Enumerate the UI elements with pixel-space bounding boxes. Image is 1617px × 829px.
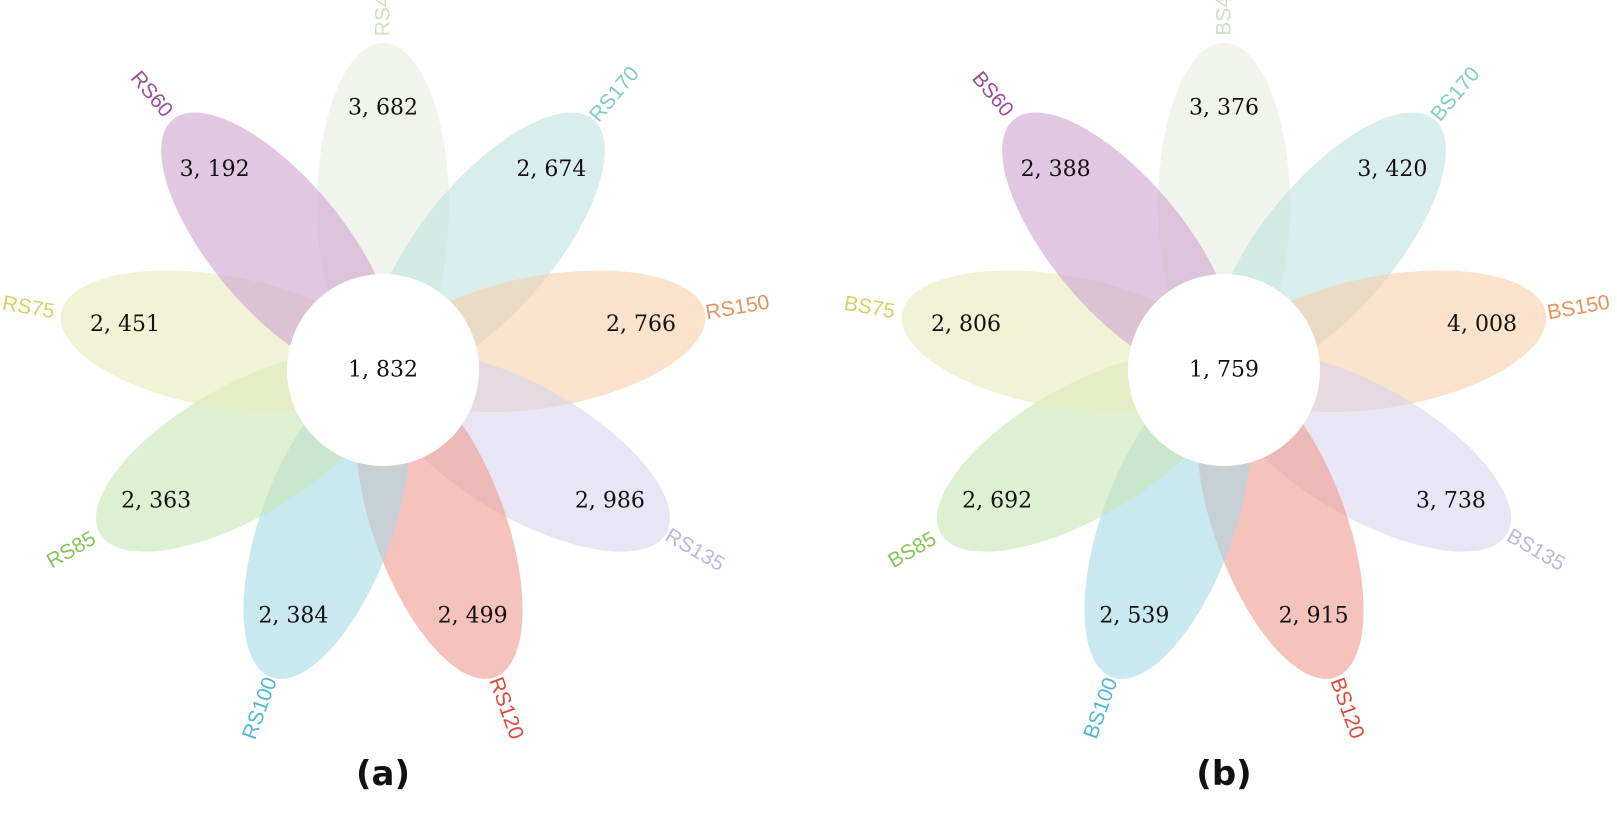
petal-count-bs100: 2, 539 [1099,604,1169,629]
petal-count-rs120: 2, 499 [438,604,508,629]
petal-count-bs85: 2, 692 [962,489,1032,514]
petal-count-rs75: 2, 451 [90,312,160,337]
petal-count-bs150: 4, 008 [1447,312,1517,337]
set-label-rs150: RS150 [704,291,771,325]
set-label-rs45: RS45 [372,0,395,36]
petal-count-rs150: 2, 766 [606,312,676,337]
petal-count-rs170: 2, 674 [516,157,586,182]
petal-count-rs100: 2, 384 [258,604,328,629]
panel-caption: (b) [1196,754,1251,794]
set-label-rs100: RS100 [238,674,282,742]
set-label-bs170: BS170 [1426,63,1484,126]
venn-panel-a: 1, 832 3, 682 RS45 2, 674 RS170 2, 766 RS150 2,… [1,0,771,794]
set-label-bs85: BS85 [884,527,940,573]
core-circle [1128,274,1320,466]
set-label-rs120: RS120 [484,674,528,742]
core-count: 1, 832 [348,358,418,383]
petal-count-bs75: 2, 806 [931,312,1001,337]
panel-caption: (a) [356,754,410,794]
petal-count-bs170: 3, 420 [1357,157,1427,182]
core-count: 1, 759 [1189,358,1259,383]
set-label-rs85: RS85 [43,527,100,573]
set-label-bs135: BS135 [1503,524,1569,575]
petal-count-bs60: 2, 388 [1021,157,1091,182]
petal-count-rs60: 3, 192 [180,157,250,182]
set-label-bs120: BS120 [1326,675,1369,742]
set-label-bs100: BS100 [1079,675,1122,742]
petal-count-bs45: 3, 376 [1189,96,1259,121]
petal-count-rs135: 2, 986 [575,489,645,514]
set-label-bs150: BS150 [1545,291,1611,325]
set-label-bs75: BS75 [842,292,897,324]
set-label-rs135: RS135 [661,524,728,576]
set-label-rs60: RS60 [126,67,177,122]
set-label-bs60: BS60 [967,67,1018,121]
venn-panel-b: 1, 759 3, 376 BS45 3, 420 BS170 4, 008 BS150 3,… [842,0,1611,794]
set-label-rs170: RS170 [585,62,644,126]
petal-count-bs120: 2, 915 [1279,604,1349,629]
petal-count-bs135: 3, 738 [1416,489,1486,514]
petal-count-rs45: 3, 682 [348,96,418,121]
set-label-bs45: BS45 [1213,0,1236,36]
set-label-rs75: RS75 [1,292,57,324]
core-circle [287,274,479,466]
petal-count-rs85: 2, 363 [121,489,191,514]
